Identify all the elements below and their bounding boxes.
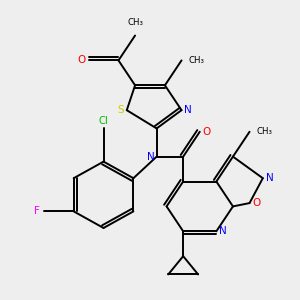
Text: N: N (219, 226, 227, 236)
Text: N: N (147, 152, 154, 162)
Text: CH₃: CH₃ (189, 56, 205, 65)
Text: N: N (184, 105, 191, 115)
Text: O: O (202, 127, 211, 137)
Text: CH₃: CH₃ (127, 18, 143, 27)
Text: Cl: Cl (99, 116, 108, 126)
Text: N: N (266, 173, 274, 183)
Text: O: O (78, 56, 86, 65)
Text: S: S (118, 105, 124, 115)
Text: CH₃: CH₃ (257, 127, 273, 136)
Text: O: O (253, 198, 261, 208)
Text: F: F (34, 206, 40, 216)
